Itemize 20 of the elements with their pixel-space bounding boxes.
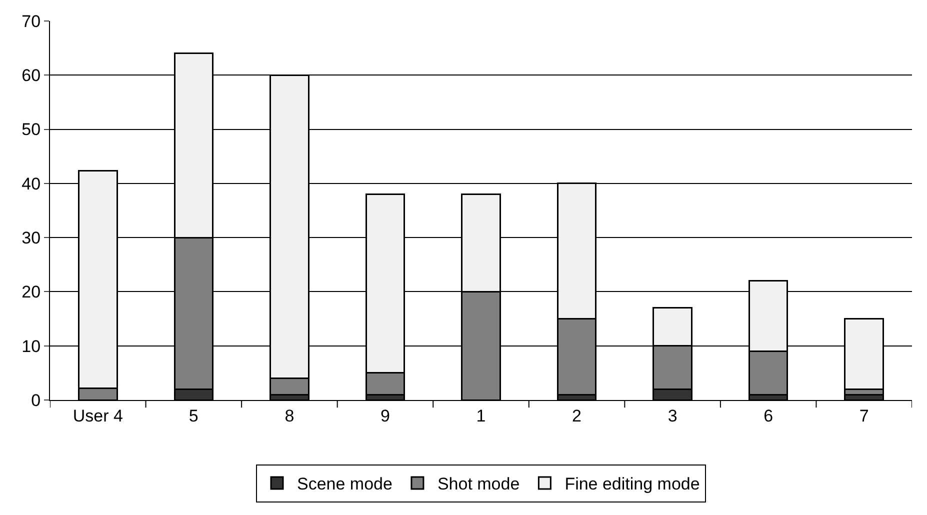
y-tick-label: 10 <box>22 336 41 356</box>
y-tick-label: 60 <box>22 66 41 86</box>
y-tick-label: 50 <box>22 120 41 140</box>
y-tick-label: 40 <box>22 174 41 194</box>
y-tick-label: 20 <box>22 282 41 302</box>
x-tick-label: 6 <box>764 406 774 426</box>
x-tick-label: 2 <box>572 406 582 426</box>
x-tick-label: 9 <box>380 406 390 426</box>
x-tick-label: 7 <box>859 406 869 426</box>
x-tick-label: 3 <box>668 406 678 426</box>
y-tick-label: 0 <box>31 390 41 410</box>
x-tick-label: 1 <box>476 406 486 426</box>
x-tick-label: 8 <box>284 406 294 426</box>
legend-label: Shot mode <box>437 474 520 494</box>
legend-label: Fine editing mode <box>564 474 700 494</box>
y-tick-label: 30 <box>22 228 41 248</box>
x-tick-label: User 4 <box>72 406 123 426</box>
y-tick-label: 70 <box>22 12 41 31</box>
legend-label: Scene mode <box>297 474 392 494</box>
x-tick-label: 5 <box>188 406 198 426</box>
